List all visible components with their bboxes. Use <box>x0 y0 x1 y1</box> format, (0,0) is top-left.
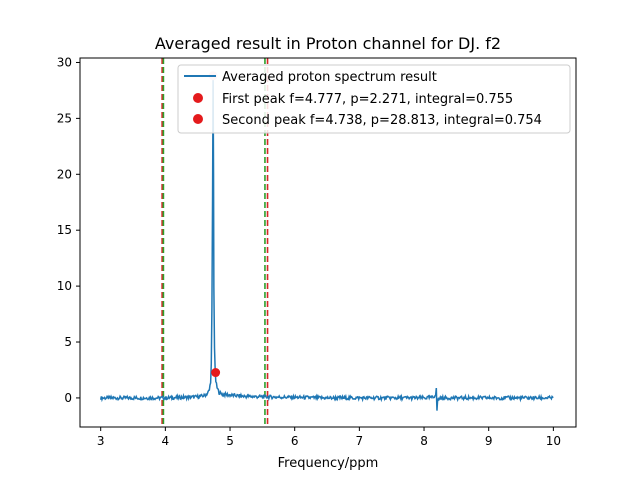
legend-marker-first-peak <box>193 93 203 103</box>
x-axis-label: Frequency/ppm <box>278 456 379 471</box>
x-tick-label: 8 <box>420 434 428 448</box>
series-line <box>99 75 554 411</box>
y-tick-label: 30 <box>57 55 72 69</box>
x-tick-label: 6 <box>291 434 299 448</box>
series-layer <box>99 75 554 411</box>
legend-marker-second-peak <box>193 114 203 124</box>
y-tick-label: 5 <box>64 335 72 349</box>
x-axis-ticks: 3 4 5 6 7 8 9 10 <box>97 427 561 448</box>
x-tick-label: 5 <box>226 434 234 448</box>
x-tick-label: 10 <box>546 434 561 448</box>
y-axis-ticks: 0 5 10 15 20 25 30 <box>57 55 80 405</box>
axes-frame <box>79 57 577 428</box>
legend-label-spectrum: Averaged proton spectrum result <box>222 70 437 85</box>
y-tick-label: 0 <box>64 391 72 405</box>
x-tick-label: 7 <box>356 434 364 448</box>
plot-area <box>99 58 554 427</box>
y-tick-label: 25 <box>57 111 72 125</box>
legend-label-second-peak: Second peak f=4.738, p=28.813, integral=… <box>222 113 542 128</box>
legend-box <box>177 64 571 134</box>
chart-title: Averaged result in Proton channel for DJ… <box>155 34 501 53</box>
legend-label-first-peak: First peak f=4.777, p=2.271, integral=0.… <box>222 92 513 107</box>
y-tick-label: 20 <box>57 167 72 181</box>
x-tick-label: 4 <box>162 434 170 448</box>
legend: Averaged proton spectrum result First pe… <box>177 64 571 134</box>
x-tick-label: 9 <box>485 434 493 448</box>
y-tick-label: 10 <box>57 279 72 293</box>
first-peak-point <box>211 368 221 378</box>
vertical-markers <box>161 58 269 427</box>
x-tick-label: 3 <box>97 434 105 448</box>
y-tick-label: 15 <box>57 223 72 237</box>
